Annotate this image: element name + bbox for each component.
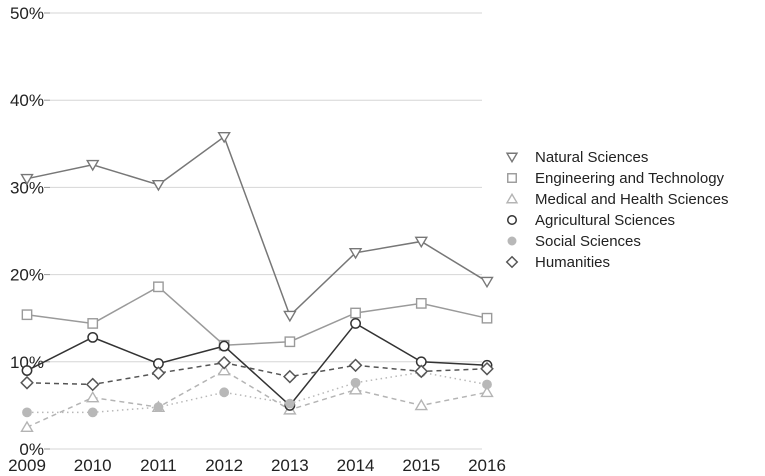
data-point [153, 281, 164, 293]
data-point [217, 363, 231, 376]
data-point [20, 173, 34, 186]
data-point [348, 247, 363, 260]
gridlines [50, 12, 482, 450]
x-tick-label: 2016 [468, 456, 506, 475]
data-point [350, 307, 361, 319]
data-point [284, 336, 296, 348]
data-point [21, 309, 33, 321]
data-point [21, 365, 33, 376]
series-line [26, 369, 488, 428]
legend-marker [505, 192, 519, 204]
data-point [153, 402, 164, 413]
data-point [350, 318, 361, 329]
data-point [415, 298, 427, 309]
x-tick-label: 2012 [205, 456, 243, 475]
legend-label: Humanities [535, 254, 610, 271]
legend-item: Social Sciences [507, 233, 641, 250]
data-point [85, 377, 100, 392]
data-point [480, 276, 494, 289]
legend-label: Medical and Health Sciences [535, 191, 728, 208]
data-point [480, 385, 494, 398]
data-point [218, 340, 230, 352]
legend-item: Medical and Health Sciences [505, 191, 728, 208]
data-point [20, 420, 34, 433]
data-point [481, 312, 493, 324]
data-point [414, 236, 429, 249]
data-point [87, 318, 99, 329]
data-point [151, 366, 166, 380]
x-tick-label: 2013 [271, 456, 309, 475]
x-tick-label: 2009 [8, 456, 46, 475]
plot-area [20, 131, 494, 433]
data-point [348, 358, 363, 373]
legend-marker [505, 152, 519, 164]
data-point [284, 398, 295, 409]
legend-item: Natural Sciences [505, 149, 648, 166]
data-point [20, 375, 34, 390]
data-point [350, 377, 361, 388]
data-point [87, 331, 99, 343]
data-point [283, 369, 297, 384]
data-point [219, 387, 230, 398]
x-tick-label: 2015 [402, 456, 440, 475]
x-tick-label: 2014 [337, 456, 375, 475]
series-humanities [20, 355, 494, 392]
legend-marker [507, 236, 517, 246]
data-point [217, 131, 231, 144]
data-point [85, 159, 100, 172]
y-tick-label: 30% [10, 178, 44, 197]
data-point [151, 179, 166, 192]
y-tick-label: 0% [19, 440, 44, 459]
legend-label: Agricultural Sciences [535, 212, 675, 229]
series-line [26, 361, 488, 386]
x-tick-label: 2010 [74, 456, 112, 475]
legend-marker [507, 215, 517, 225]
legend-item: Agricultural Sciences [507, 212, 675, 229]
series-agricultural-sciences [21, 318, 493, 411]
x-axis-ticks: 2009 2010 2011 2012 2013 2014 2015 2016 [8, 456, 506, 475]
legend-label: Engineering and Technology [535, 170, 725, 187]
legend-label: Social Sciences [535, 233, 641, 250]
legend-item: Engineering and Technology [507, 170, 725, 187]
series-line [26, 285, 488, 346]
series-line [26, 322, 488, 407]
data-point [480, 361, 494, 376]
y-tick-label: 20% [10, 266, 44, 285]
series-line [26, 135, 488, 317]
legend-marker [507, 173, 517, 183]
y-axis-ticks: 0%10%20%30%40%50% [10, 4, 50, 459]
data-point [414, 364, 429, 379]
data-point [482, 379, 492, 390]
data-point [348, 383, 363, 395]
legend: Natural Sciences Engineering and Technolo… [505, 149, 728, 271]
x-tick-label: 2011 [140, 456, 177, 475]
data-point [87, 407, 98, 418]
data-point [85, 390, 100, 403]
legend-label: Natural Sciences [535, 149, 648, 166]
data-point [283, 310, 297, 323]
data-point [414, 398, 429, 411]
series-natural-sciences [20, 131, 494, 323]
data-point [217, 355, 231, 370]
series-line [27, 371, 488, 414]
legend-marker [505, 255, 519, 269]
data-point [22, 407, 32, 418]
y-tick-label: 50% [10, 4, 44, 23]
y-tick-label: 40% [10, 91, 44, 110]
legend-item: Humanities [505, 254, 610, 271]
